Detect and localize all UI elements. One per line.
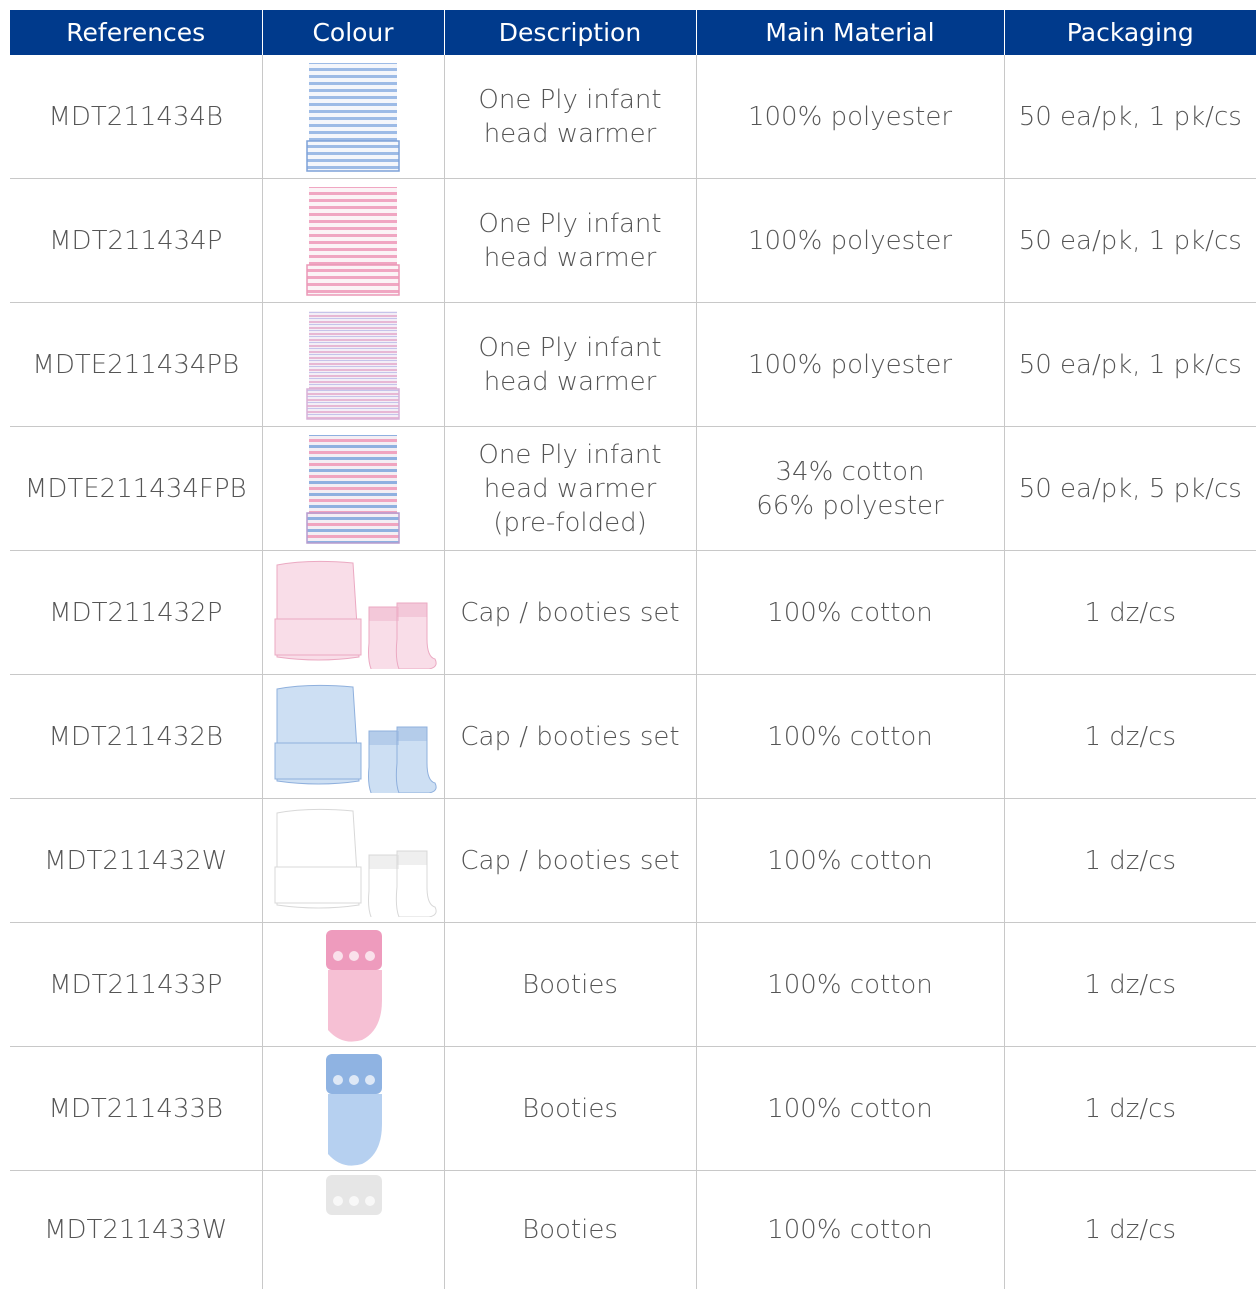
- colour-image: [262, 551, 444, 675]
- description: Cap / booties set: [444, 551, 696, 675]
- reference: MDT211433B: [10, 1047, 262, 1171]
- text-line: 100% cotton: [697, 968, 1004, 1002]
- packaging: 50 ea/pk, 1 pk/cs: [1004, 179, 1256, 303]
- material: 100% polyester: [696, 303, 1004, 427]
- packaging: 1 dz/cs: [1004, 1171, 1256, 1290]
- material: 100% cotton: [696, 1047, 1004, 1171]
- packaging: 1 dz/cs: [1004, 1047, 1256, 1171]
- text-line: One Ply infant: [445, 83, 696, 117]
- material: 100% cotton: [696, 799, 1004, 923]
- text-line: 100% polyester: [697, 224, 1004, 258]
- text-line: 100% cotton: [697, 596, 1004, 630]
- material: 100% polyester: [696, 179, 1004, 303]
- colour-image: [262, 179, 444, 303]
- text-line: Cap / booties set: [445, 844, 696, 878]
- text-line: Booties: [445, 1092, 696, 1126]
- description: Cap / booties set: [444, 675, 696, 799]
- description: Booties: [444, 1171, 696, 1290]
- description: Booties: [444, 1047, 696, 1171]
- material: 100% cotton: [696, 551, 1004, 675]
- reference: MDT211434P: [10, 179, 262, 303]
- text-line: 100% cotton: [697, 844, 1004, 878]
- text-line: One Ply infant: [445, 207, 696, 241]
- text-line: Booties: [445, 1213, 696, 1247]
- text-line: 66% polyester: [697, 489, 1004, 523]
- packaging: 1 dz/cs: [1004, 551, 1256, 675]
- text-line: 100% cotton: [697, 720, 1004, 754]
- text-line: head warmer: [445, 472, 696, 506]
- reference: MDT211432W: [10, 799, 262, 923]
- reference: MDT211432P: [10, 551, 262, 675]
- text-line: head warmer: [445, 241, 696, 275]
- packaging: 1 dz/cs: [1004, 923, 1256, 1047]
- text-line: 34% cotton: [697, 455, 1004, 489]
- packaging: 1 dz/cs: [1004, 799, 1256, 923]
- description: Cap / booties set: [444, 799, 696, 923]
- text-line: Cap / booties set: [445, 596, 696, 630]
- column-header: References: [10, 10, 262, 55]
- column-header: Main Material: [696, 10, 1004, 55]
- column-header: Colour: [262, 10, 444, 55]
- colour-image: [262, 1171, 444, 1290]
- colour-image: [262, 427, 444, 551]
- text-line: Booties: [445, 968, 696, 1002]
- colour-image: [262, 55, 444, 179]
- text-line: head warmer: [445, 117, 696, 151]
- text-line: One Ply infant: [445, 438, 696, 472]
- packaging: 50 ea/pk, 1 pk/cs: [1004, 303, 1256, 427]
- material: 100% polyester: [696, 55, 1004, 179]
- text-line: 100% polyester: [697, 100, 1004, 134]
- reference: MDTE211434FPB: [10, 427, 262, 551]
- column-header: Packaging: [1004, 10, 1256, 55]
- colour-image: [262, 923, 444, 1047]
- reference: MDT211434B: [10, 55, 262, 179]
- reference: MDT211433W: [10, 1171, 262, 1290]
- packaging: 50 ea/pk, 1 pk/cs: [1004, 55, 1256, 179]
- text-line: One Ply infant: [445, 331, 696, 365]
- text-line: (pre-folded): [445, 506, 696, 540]
- reference: MDT211433P: [10, 923, 262, 1047]
- colour-image: [262, 1047, 444, 1171]
- reference: MDTE211434PB: [10, 303, 262, 427]
- colour-image: [262, 675, 444, 799]
- packaging: 50 ea/pk, 5 pk/cs: [1004, 427, 1256, 551]
- text-line: 100% polyester: [697, 348, 1004, 382]
- text-line: head warmer: [445, 365, 696, 399]
- text-line: 100% cotton: [697, 1092, 1004, 1126]
- material: 100% cotton: [696, 923, 1004, 1047]
- text-line: Cap / booties set: [445, 720, 696, 754]
- page: {"header": {"columns": ["References", "C…: [0, 0, 1256, 1290]
- text-line: 100% cotton: [697, 1213, 1004, 1247]
- colour-image: [262, 303, 444, 427]
- material: 100% cotton: [696, 675, 1004, 799]
- packaging: 1 dz/cs: [1004, 675, 1256, 799]
- reference: MDT211432B: [10, 675, 262, 799]
- material: 100% cotton: [696, 1171, 1004, 1290]
- colour-image: [262, 799, 444, 923]
- description: Booties: [444, 923, 696, 1047]
- column-header: Description: [444, 10, 696, 55]
